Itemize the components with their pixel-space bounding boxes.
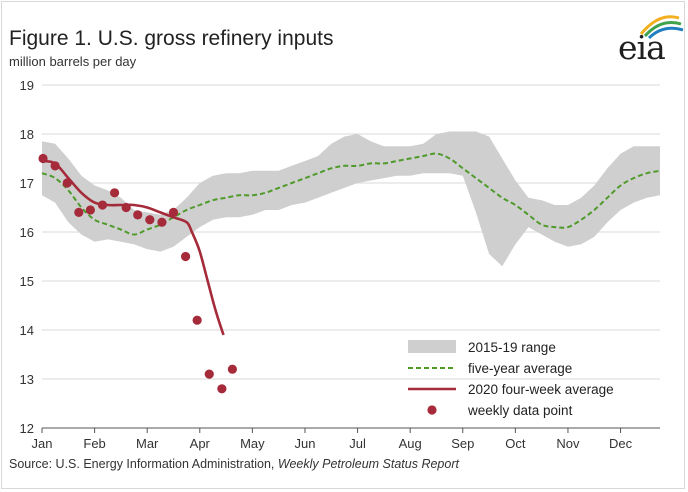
- legend-swatch-range: [408, 340, 456, 353]
- y-tick-label: 14: [20, 323, 34, 338]
- x-tick-label: Aug: [399, 436, 422, 451]
- source-report: Weekly Petroleum Status Report: [277, 457, 459, 471]
- y-tick-label: 17: [20, 176, 34, 191]
- legend-label: 2015-19 range: [468, 340, 556, 355]
- x-tick-label: Feb: [83, 436, 105, 451]
- legend-swatch-weekly-point: [427, 405, 437, 415]
- four-week-average-line: [41, 159, 225, 336]
- source-prefix: Source: U.S. Energy Information Administ…: [9, 457, 278, 471]
- weekly-data-point: [180, 251, 191, 262]
- weekly-data-point: [204, 369, 214, 379]
- series-lines-layer: [41, 152, 661, 336]
- x-tick-label: Dec: [609, 436, 633, 451]
- range-band-layer: [42, 131, 660, 267]
- weekly-data-point: [157, 217, 167, 227]
- weekly-data-point: [74, 207, 84, 217]
- x-tick-label: Sep: [451, 436, 474, 451]
- weekly-points-layer: [38, 153, 237, 394]
- y-tick-label: 15: [20, 274, 34, 289]
- weekly-data-point: [145, 215, 155, 225]
- eia-logo: eia: [615, 10, 685, 72]
- weekly-data-point: [97, 200, 108, 210]
- weekly-data-point: [217, 384, 227, 394]
- legend-label: weekly data point: [467, 403, 573, 418]
- x-tick-label: Jan: [32, 436, 53, 451]
- weekly-data-point: [227, 364, 237, 374]
- x-tick-label: Mar: [136, 436, 159, 451]
- y-tick-label: 19: [20, 78, 34, 93]
- weekly-data-point: [168, 207, 179, 217]
- y-tick-label: 16: [20, 225, 34, 240]
- x-tick-label: Oct: [505, 436, 526, 451]
- weekly-data-point: [50, 161, 60, 171]
- y-tick-label: 18: [20, 127, 34, 142]
- x-tick-label: Nov: [556, 436, 580, 451]
- weekly-data-point: [62, 178, 72, 188]
- logo-arcs-icon: [639, 15, 684, 40]
- x-tick-label: May: [240, 436, 265, 451]
- x-tick-label: Jul: [349, 436, 366, 451]
- weekly-data-point: [133, 210, 143, 220]
- chart-subtitle: million barrels per day: [9, 54, 137, 69]
- y-tick-label: 12: [20, 421, 34, 436]
- weekly-data-point: [85, 205, 95, 215]
- weekly-data-point: [38, 153, 48, 164]
- x-tick-label: Apr: [190, 436, 211, 451]
- legend-label: 2020 four-week average: [468, 382, 614, 397]
- y-tick-label: 13: [20, 372, 34, 387]
- axes-layer: 12 13 14 15 16 17 18 19 Jan Feb Mar Apr May Jun Jul Aug…: [20, 78, 660, 451]
- weekly-data-point: [121, 202, 131, 213]
- logo-text: eia: [618, 28, 666, 67]
- weekly-data-point: [192, 315, 202, 325]
- legend: 2015-19 range five-year average 2020 four-…: [408, 340, 614, 418]
- x-tick-label: Jun: [294, 436, 315, 451]
- chart-title: Figure 1. U.S. gross refinery inputs: [9, 27, 334, 50]
- legend-label: five-year average: [468, 361, 572, 376]
- source-note: Source: U.S. Energy Information Administ…: [9, 457, 459, 471]
- range-band-area: [42, 131, 660, 267]
- five-year-average-line: [41, 152, 661, 236]
- weekly-data-point: [109, 188, 120, 198]
